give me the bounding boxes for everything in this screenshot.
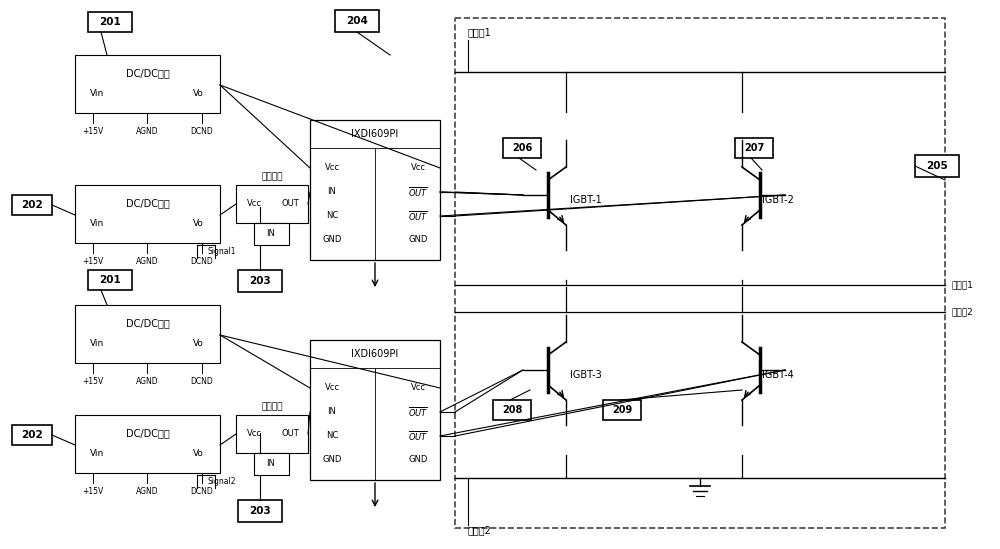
Text: Vin: Vin xyxy=(90,219,104,227)
Text: +15V: +15V xyxy=(82,256,104,266)
Text: AGND: AGND xyxy=(136,377,158,385)
Bar xyxy=(254,223,289,245)
Text: IXDI609PI: IXDI609PI xyxy=(351,129,399,139)
Text: Vin: Vin xyxy=(90,449,104,457)
Bar xyxy=(455,18,945,528)
Bar xyxy=(254,453,289,475)
Text: IN: IN xyxy=(328,188,336,197)
Text: GND: GND xyxy=(322,456,342,464)
Text: IGBT-2: IGBT-2 xyxy=(762,195,794,205)
Text: Vcc: Vcc xyxy=(246,199,262,209)
Text: Vcc: Vcc xyxy=(324,164,340,172)
Text: IGBT-1: IGBT-1 xyxy=(570,195,602,205)
Text: Vcc: Vcc xyxy=(246,429,262,439)
Text: NC: NC xyxy=(326,211,338,221)
Text: +15V: +15V xyxy=(82,126,104,136)
Text: 203: 203 xyxy=(249,276,271,286)
Text: $\overline{OUT}$: $\overline{OUT}$ xyxy=(408,405,428,419)
Text: Vo: Vo xyxy=(193,219,203,227)
Text: IGBT-4: IGBT-4 xyxy=(762,370,794,380)
Text: Vcc: Vcc xyxy=(324,384,340,393)
Text: Signal1: Signal1 xyxy=(207,247,236,255)
Bar xyxy=(493,400,531,420)
Text: 光纤接收: 光纤接收 xyxy=(261,402,283,412)
Bar xyxy=(238,500,282,522)
Text: 201: 201 xyxy=(99,275,121,285)
Text: Vo: Vo xyxy=(193,449,203,457)
Text: DCND: DCND xyxy=(191,126,213,136)
Bar xyxy=(503,138,541,158)
Text: Vcc: Vcc xyxy=(411,164,426,172)
Bar xyxy=(238,270,282,292)
Bar xyxy=(236,415,308,453)
Text: NC: NC xyxy=(326,432,338,440)
Text: DC/DC模块: DC/DC模块 xyxy=(126,68,169,78)
Text: AGND: AGND xyxy=(136,126,158,136)
Text: 208: 208 xyxy=(502,405,522,415)
Text: OUT: OUT xyxy=(281,429,299,439)
Text: 光纤接收: 光纤接收 xyxy=(261,172,283,182)
Text: 输出端1: 输出端1 xyxy=(951,281,973,289)
Text: IXDI609PI: IXDI609PI xyxy=(351,349,399,359)
Text: DC/DC模块: DC/DC模块 xyxy=(126,318,169,328)
Text: 203: 203 xyxy=(249,506,271,516)
Text: 204: 204 xyxy=(346,16,368,26)
Text: Vin: Vin xyxy=(90,339,104,348)
Text: 输入端1: 输入端1 xyxy=(468,27,492,37)
Text: IN: IN xyxy=(267,229,275,238)
Text: IN: IN xyxy=(267,460,275,468)
Bar xyxy=(75,185,220,243)
Text: DC/DC模块: DC/DC模块 xyxy=(126,198,169,208)
Bar xyxy=(735,138,773,158)
Text: DCND: DCND xyxy=(191,377,213,385)
Text: GND: GND xyxy=(408,236,428,244)
Text: DCND: DCND xyxy=(191,256,213,266)
Text: 输出端2: 输出端2 xyxy=(951,307,973,317)
Bar xyxy=(603,400,641,420)
Text: 201: 201 xyxy=(99,17,121,27)
Bar xyxy=(310,340,440,480)
Text: Vin: Vin xyxy=(90,88,104,98)
Bar xyxy=(12,425,52,445)
Bar xyxy=(236,185,308,223)
Text: 206: 206 xyxy=(512,143,532,153)
Text: 205: 205 xyxy=(926,161,948,171)
Text: $\overline{OUT}$: $\overline{OUT}$ xyxy=(408,429,428,443)
Bar xyxy=(310,120,440,260)
Text: $\overline{OUT}$: $\overline{OUT}$ xyxy=(408,209,428,223)
Bar xyxy=(335,10,379,32)
Bar xyxy=(12,195,52,215)
Text: 202: 202 xyxy=(21,200,43,210)
Bar xyxy=(75,55,220,113)
Text: $\overline{OUT}$: $\overline{OUT}$ xyxy=(408,185,428,199)
Text: 209: 209 xyxy=(612,405,632,415)
Text: GND: GND xyxy=(322,236,342,244)
Text: 207: 207 xyxy=(744,143,764,153)
Text: Signal2: Signal2 xyxy=(207,478,236,486)
Text: GND: GND xyxy=(408,456,428,464)
Text: AGND: AGND xyxy=(136,486,158,496)
Text: +15V: +15V xyxy=(82,486,104,496)
Bar xyxy=(88,270,132,290)
Text: AGND: AGND xyxy=(136,256,158,266)
Text: DC/DC模块: DC/DC模块 xyxy=(126,428,169,438)
Text: +15V: +15V xyxy=(82,377,104,385)
Text: Vo: Vo xyxy=(193,88,203,98)
Text: Vo: Vo xyxy=(193,339,203,348)
Text: DCND: DCND xyxy=(191,486,213,496)
Text: OUT: OUT xyxy=(281,199,299,209)
Bar xyxy=(88,12,132,32)
Bar xyxy=(915,155,959,177)
Text: Vcc: Vcc xyxy=(411,384,426,393)
Text: IN: IN xyxy=(328,407,336,417)
Bar xyxy=(75,415,220,473)
Bar xyxy=(75,305,220,363)
Text: 输入端2: 输入端2 xyxy=(468,525,492,535)
Text: IGBT-3: IGBT-3 xyxy=(570,370,602,380)
Text: 202: 202 xyxy=(21,430,43,440)
